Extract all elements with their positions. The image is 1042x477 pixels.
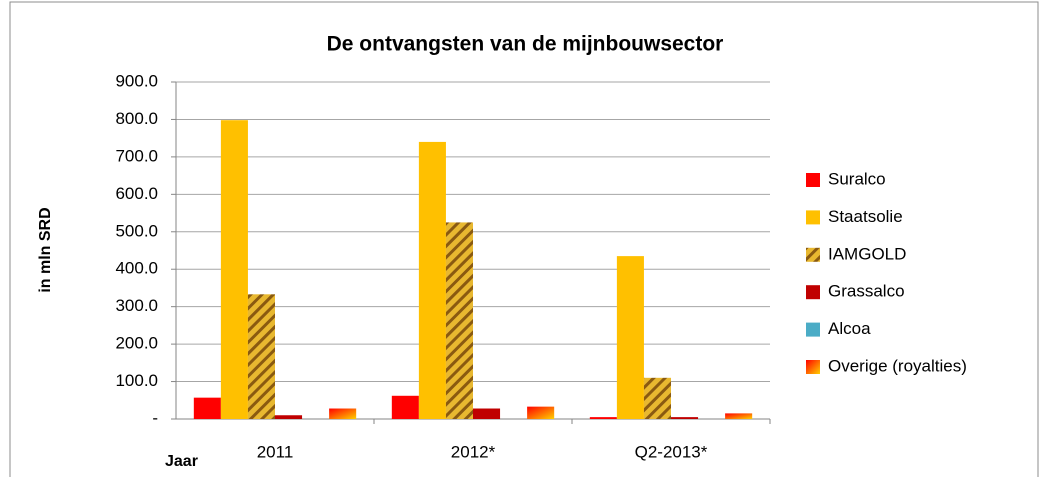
bar [616, 256, 644, 419]
bar [247, 294, 275, 419]
x-axis-title: Jaar [165, 453, 198, 470]
x-tick-label: Q2-2013* [635, 442, 708, 461]
legend-label: Staatsolie [828, 207, 903, 226]
y-tick-label: 300.0 [115, 296, 158, 315]
y-tick-label: 900.0 [115, 71, 158, 90]
legend-swatch [806, 173, 820, 187]
y-tick-label: - [152, 408, 158, 427]
y-tick-label: 200.0 [115, 334, 158, 353]
chart-frame [9, 1, 1039, 477]
bar [527, 406, 555, 419]
y-tick-label: 700.0 [115, 146, 158, 165]
bar [725, 413, 753, 419]
bar [643, 377, 671, 419]
legend-label: Suralco [828, 169, 886, 188]
y-tick-label: 800.0 [115, 109, 158, 128]
bar [220, 120, 248, 420]
chart-title: De ontvangsten van de mijnbouwsector [327, 33, 724, 56]
legend-label: Overige (royalties) [828, 356, 967, 375]
x-tick-label: 2012* [451, 442, 496, 461]
legend-swatch [806, 322, 820, 337]
bar [473, 408, 501, 419]
legend-swatch [806, 247, 820, 262]
bar [445, 222, 473, 419]
legend-swatch [806, 210, 820, 225]
y-axis-title: in mln SRD [37, 207, 54, 292]
legend-label: Alcoa [828, 319, 871, 338]
legend-label: Grassalco [828, 282, 905, 301]
legend-swatch [806, 360, 820, 374]
legend-label: IAMGOLD [828, 244, 906, 263]
legend-swatch [806, 285, 820, 300]
bar [329, 408, 357, 419]
bar [193, 397, 221, 419]
y-tick-label: 100.0 [115, 371, 158, 390]
y-tick-label: 500.0 [115, 221, 158, 240]
x-tick-label: 2011 [257, 442, 294, 461]
bar [589, 417, 617, 419]
bar [275, 415, 303, 419]
y-tick-label: 600.0 [115, 184, 158, 203]
bar [391, 395, 419, 419]
bar [671, 417, 699, 419]
y-tick-label: 400.0 [115, 259, 158, 278]
bar [418, 141, 446, 419]
